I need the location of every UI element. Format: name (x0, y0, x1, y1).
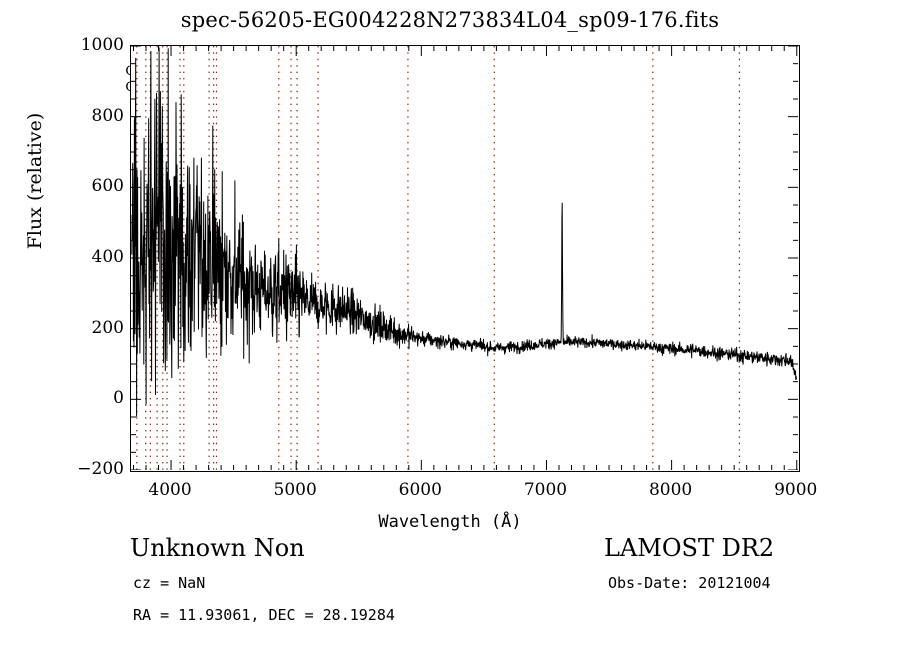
object-class: Unknown Non (130, 534, 305, 562)
x-tick-label: 4000 (148, 480, 192, 500)
survey-name: LAMOST DR2 (604, 534, 775, 562)
y-axis-title: Flux (relative) (24, 112, 46, 250)
spectrum-trace (131, 47, 797, 417)
x-tick-label: 6000 (398, 480, 442, 500)
x-tick-label: 8000 (648, 480, 693, 500)
page-title: spec-56205-EG004228N273834L04_sp09-176.f… (180, 8, 720, 32)
y-tick-label: 0 (113, 388, 124, 409)
spectral-line-markers (136, 46, 741, 470)
y-tick-label: 1000 (80, 35, 124, 55)
plot-area[interactable] (130, 45, 800, 472)
y-tick-label: 400 (91, 247, 124, 267)
spectrum-plot (131, 46, 798, 470)
x-tick-label: 9000 (774, 480, 818, 500)
x-axis-tick-labels: 4000 5000 6000 7000 8000 9000 (0, 480, 900, 506)
x-tick-label: 5000 (273, 480, 317, 500)
obs-date: Obs-Date: 20121004 (608, 574, 771, 592)
y-tick-label: 200 (91, 317, 124, 338)
y-axis-tick-labels: −200 0 200 400 600 800 1000 (62, 0, 124, 650)
metadata-footer: Unknown Non LAMOST DR2 cz = NaN Obs-Date… (0, 530, 900, 640)
cz-value: cz = NaN (133, 574, 206, 592)
y-tick-label: −200 (77, 459, 124, 479)
coordinates: RA = 11.93061, DEC = 28.19284 (133, 606, 395, 624)
y-tick-label: 800 (91, 105, 124, 126)
x-tick-label: 7000 (523, 480, 568, 500)
axis-ticks (131, 46, 798, 470)
y-tick-label: 600 (91, 176, 124, 197)
x-axis-title: Wavelength (Å) (378, 512, 522, 532)
